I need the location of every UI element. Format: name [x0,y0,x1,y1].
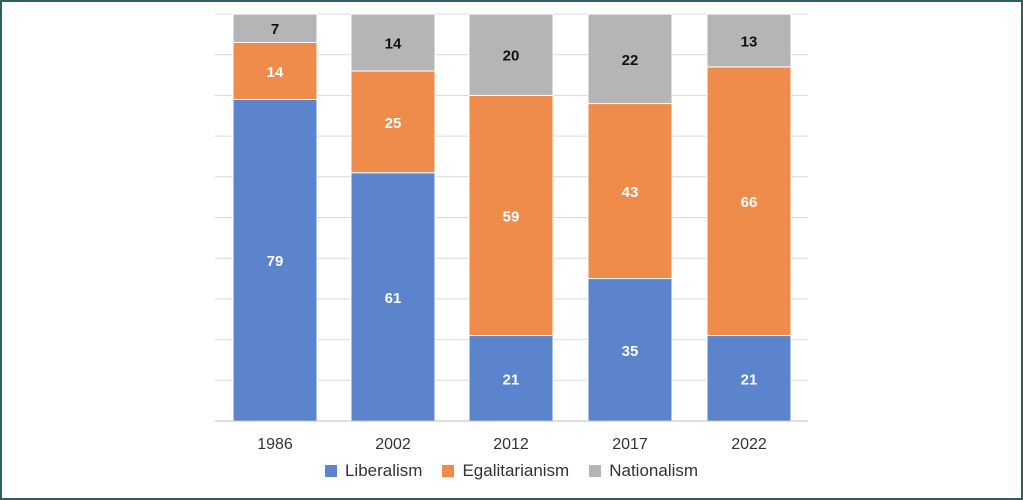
x-tick-label: 2022 [731,436,767,453]
legend-item-egalitarianism: Egalitarianism [442,461,569,481]
bars [232,13,792,422]
x-tick-label: 2012 [493,436,529,453]
x-tick-label: 1986 [257,436,293,453]
bar-segment-liberalism-2017 [587,278,673,422]
data-label-nationalism-2012: 20 [503,48,520,65]
bar-segment-egalitarianism-2022 [706,66,792,337]
data-label-nationalism-2017: 22 [622,52,639,69]
legend: Liberalism Egalitarianism Nationalism [0,461,1023,481]
legend-swatch [589,465,602,477]
x-tick-label: 2017 [612,436,648,453]
x-tick-label: 2002 [375,436,411,453]
legend-item-nationalism: Nationalism [589,461,698,481]
bar-segment-egalitarianism-2012 [468,94,554,337]
bar-segment-egalitarianism-2017 [587,103,673,280]
legend-label: Nationalism [609,461,699,480]
data-labels: 79 14 7 61 25 14 21 59 20 35 43 22 21 66 13 [267,21,758,388]
bar-segment-liberalism-1986 [232,98,318,422]
data-label-nationalism-1986: 7 [271,21,279,38]
bar-segment-nationalism-2017 [587,13,673,105]
bar-segment-nationalism-1986 [232,13,318,43]
legend-label: Egalitarianism [462,461,570,480]
legend-swatch [442,465,455,477]
bar-segment-egalitarianism-1986 [232,41,318,100]
legend-swatch [324,465,337,477]
data-label-nationalism-2002: 14 [385,35,402,52]
data-label-liberalism-2022: 21 [741,371,758,388]
bar-segment-liberalism-2002 [350,172,436,422]
bar-segment-nationalism-2002 [350,13,436,72]
data-label-nationalism-2022: 13 [741,33,758,50]
data-label-egalitarianism-2022: 66 [741,194,758,211]
data-label-liberalism-2017: 35 [622,343,639,360]
legend-item-liberalism: Liberalism [324,461,423,481]
data-label-egalitarianism-2012: 59 [503,208,520,225]
bar-segment-nationalism-2012 [468,13,554,96]
data-label-liberalism-2012: 21 [503,371,520,388]
x-axis-ticks: 1986 2002 2012 2017 2022 [257,436,767,453]
data-label-liberalism-1986: 79 [267,253,284,270]
bar-segment-liberalism-2012 [468,335,554,422]
data-label-egalitarianism-2002: 25 [385,115,402,132]
data-label-egalitarianism-2017: 43 [622,184,639,201]
bar-segment-nationalism-2022 [706,13,792,68]
data-label-egalitarianism-1986: 14 [267,64,284,81]
data-label-liberalism-2002: 61 [385,290,402,307]
legend-label: Liberalism [344,461,423,480]
